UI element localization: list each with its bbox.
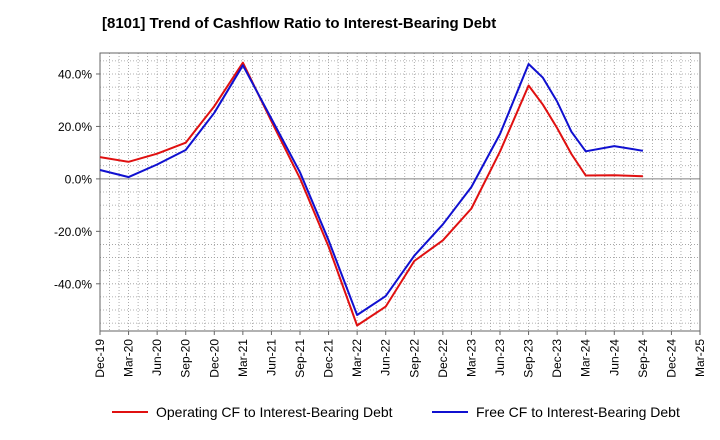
legend-label-operating-cf: Operating CF to Interest-Bearing Debt xyxy=(156,404,393,420)
x-tick-label: Sep-24 xyxy=(636,339,650,378)
y-tick-label: 20.0% xyxy=(58,120,92,134)
grid xyxy=(100,53,700,331)
x-tick-label: Mar-20 xyxy=(122,339,136,377)
x-tick-label: Dec-20 xyxy=(207,339,221,378)
x-tick-label: Sep-22 xyxy=(407,339,421,378)
x-tick-label: Jun-22 xyxy=(379,339,393,376)
x-tick-labels: Dec-19 Mar-20 Jun-20 Sep-20 Dec-20 Mar-21 Jun-… xyxy=(93,339,707,378)
y-tick-label: -40.0% xyxy=(54,277,92,291)
x-tick-label: Mar-22 xyxy=(350,339,364,377)
x-tick-label: Mar-25 xyxy=(693,339,707,377)
y-tick-label: 0.0% xyxy=(65,172,93,186)
legend: Operating CF to Interest-Bearing Debt Fr… xyxy=(0,404,720,426)
x-tick-label: Dec-22 xyxy=(436,339,450,378)
legend-label-free-cf: Free CF to Interest-Bearing Debt xyxy=(476,404,680,420)
axes xyxy=(96,52,701,335)
x-tick-label: Jun-24 xyxy=(607,339,621,376)
y-tick-label: -20.0% xyxy=(54,225,92,239)
x-tick-label: Dec-24 xyxy=(664,339,678,378)
series-line-free-cf xyxy=(99,63,644,316)
x-tick-label: Dec-23 xyxy=(550,339,564,378)
y-tick-label: 40.0% xyxy=(58,67,92,81)
chart-title: [8101] Trend of Cashflow Ratio to Intere… xyxy=(102,15,497,32)
plot-frame xyxy=(99,52,701,332)
legend-item-free-cf: Free CF to Interest-Bearing Debt xyxy=(432,404,680,420)
legend-item-operating-cf: Operating CF to Interest-Bearing Debt xyxy=(112,404,393,420)
y-tick-labels: 40.0% 20.0% 0.0% -20.0% -40.0% xyxy=(54,67,92,291)
x-tick-label: Jun-21 xyxy=(264,339,278,376)
x-tick-label: Sep-21 xyxy=(293,339,307,378)
series-line-operating-cf xyxy=(99,61,643,327)
x-tick-label: Dec-21 xyxy=(322,339,336,378)
legend-swatch-operating-cf xyxy=(112,411,148,413)
legend-swatch-free-cf xyxy=(432,411,468,413)
series-lines xyxy=(99,61,644,327)
x-tick-label: Mar-23 xyxy=(464,339,478,377)
x-tick-label: Mar-24 xyxy=(579,339,593,377)
x-tick-label: Jun-23 xyxy=(493,339,507,376)
x-tick-label: Sep-20 xyxy=(179,339,193,378)
x-tick-label: Sep-23 xyxy=(522,339,536,378)
x-tick-label: Mar-21 xyxy=(236,339,250,377)
x-tick-label: Dec-19 xyxy=(93,339,107,378)
x-tick-label: Jun-20 xyxy=(150,339,164,376)
